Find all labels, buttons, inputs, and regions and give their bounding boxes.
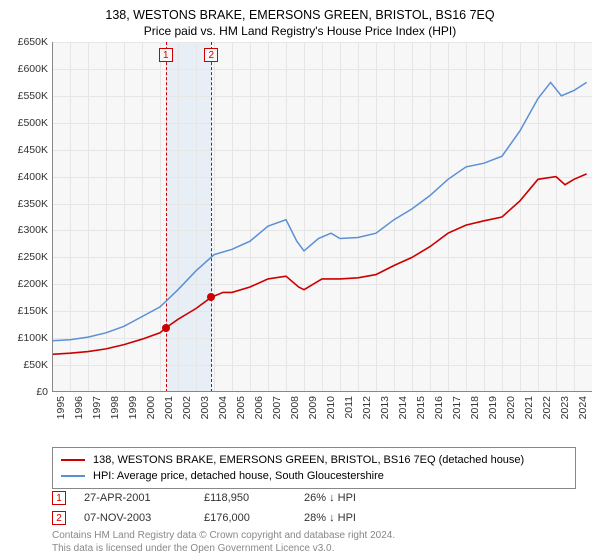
x-tick-label: 2014: [397, 396, 409, 419]
y-tick-label: £0: [36, 386, 48, 398]
x-tick-label: 2005: [235, 396, 247, 419]
x-tick-label: 2004: [217, 396, 229, 419]
x-tick-label: 2003: [199, 396, 211, 419]
transaction-diff: 28% ↓ HPI: [304, 512, 424, 524]
x-axis: 1995 1996 1997 1998 1999 2000 2001 2002 2003 2004…: [52, 392, 592, 432]
x-tick-label: 1999: [127, 396, 139, 419]
transaction-marker-number: 1: [52, 491, 66, 505]
y-tick-label: £150K: [18, 305, 48, 317]
x-tick-label: 2012: [361, 396, 373, 419]
chart-subtitle: Price paid vs. HM Land Registry's House …: [0, 22, 600, 42]
legend-row: 138, WESTONS BRAKE, EMERSONS GREEN, BRIS…: [61, 452, 567, 468]
y-tick-label: £650K: [18, 36, 48, 48]
x-tick-label: 2010: [325, 396, 337, 419]
x-tick-label: 1998: [109, 396, 121, 419]
y-tick-label: £450K: [18, 144, 48, 156]
legend-label: 138, WESTONS BRAKE, EMERSONS GREEN, BRIS…: [93, 454, 524, 466]
line-series-svg: [52, 42, 592, 392]
transaction-price: £118,950: [204, 492, 304, 504]
y-tick-label: £50K: [23, 359, 48, 371]
series-hpi: [52, 82, 587, 340]
y-tick-label: £400K: [18, 171, 48, 183]
x-tick-label: 2000: [145, 396, 157, 419]
transaction-row: 1 27-APR-2001 £118,950 26% ↓ HPI: [52, 488, 424, 508]
x-tick-label: 2020: [505, 396, 517, 419]
x-tick-label: 2024: [577, 396, 589, 419]
y-tick-label: £500K: [18, 117, 48, 129]
y-tick-label: £200K: [18, 278, 48, 290]
chart-title: 138, WESTONS BRAKE, EMERSONS GREEN, BRIS…: [0, 0, 600, 22]
legend-swatch: [61, 475, 85, 477]
x-tick-label: 2006: [253, 396, 265, 419]
y-tick-label: £100K: [18, 332, 48, 344]
y-tick-label: £350K: [18, 198, 48, 210]
legend-swatch: [61, 459, 85, 461]
footnote-line: This data is licensed under the Open Gov…: [52, 543, 395, 556]
transaction-date: 07-NOV-2003: [84, 512, 204, 524]
x-tick-label: 2015: [415, 396, 427, 419]
transaction-price: £176,000: [204, 512, 304, 524]
transaction-diff: 26% ↓ HPI: [304, 492, 424, 504]
x-tick-label: 2016: [433, 396, 445, 419]
transaction-list: 1 27-APR-2001 £118,950 26% ↓ HPI 2 07-NO…: [52, 488, 424, 528]
y-tick-label: £600K: [18, 63, 48, 75]
y-tick-label: £300K: [18, 224, 48, 236]
legend-label: HPI: Average price, detached house, Sout…: [93, 470, 384, 482]
x-tick-label: 2013: [379, 396, 391, 419]
legend-row: HPI: Average price, detached house, Sout…: [61, 468, 567, 484]
x-tick-label: 2021: [523, 396, 535, 419]
x-tick-label: 1996: [73, 396, 85, 419]
legend: 138, WESTONS BRAKE, EMERSONS GREEN, BRIS…: [52, 447, 576, 489]
x-tick-label: 2009: [307, 396, 319, 419]
x-tick-label: 1997: [91, 396, 103, 419]
transaction-marker-number: 2: [52, 511, 66, 525]
footnote-line: Contains HM Land Registry data © Crown c…: [52, 530, 395, 543]
x-tick-label: 2022: [541, 396, 553, 419]
x-tick-label: 2019: [487, 396, 499, 419]
x-tick-label: 2001: [163, 396, 175, 419]
plot-area: 12: [52, 42, 592, 392]
x-tick-label: 1995: [55, 396, 67, 419]
x-tick-label: 2011: [343, 396, 355, 419]
x-tick-label: 2018: [469, 396, 481, 419]
x-tick-label: 2007: [271, 396, 283, 419]
transaction-date: 27-APR-2001: [84, 492, 204, 504]
x-tick-label: 2002: [181, 396, 193, 419]
y-tick-label: £250K: [18, 251, 48, 263]
transaction-row: 2 07-NOV-2003 £176,000 28% ↓ HPI: [52, 508, 424, 528]
y-tick-label: £550K: [18, 90, 48, 102]
chart-area: £0 £50K £100K £150K £200K £250K £300K £350K £400…: [8, 42, 592, 412]
x-tick-label: 2023: [559, 396, 571, 419]
footnote: Contains HM Land Registry data © Crown c…: [52, 530, 395, 555]
x-tick-label: 2008: [289, 396, 301, 419]
series-property: [52, 174, 587, 354]
y-axis: £0£50K£100K£150K£200K£250K£300K£350K£400…: [8, 42, 52, 392]
x-tick-label: 2017: [451, 396, 463, 419]
chart-container: 138, WESTONS BRAKE, EMERSONS GREEN, BRIS…: [0, 0, 600, 560]
